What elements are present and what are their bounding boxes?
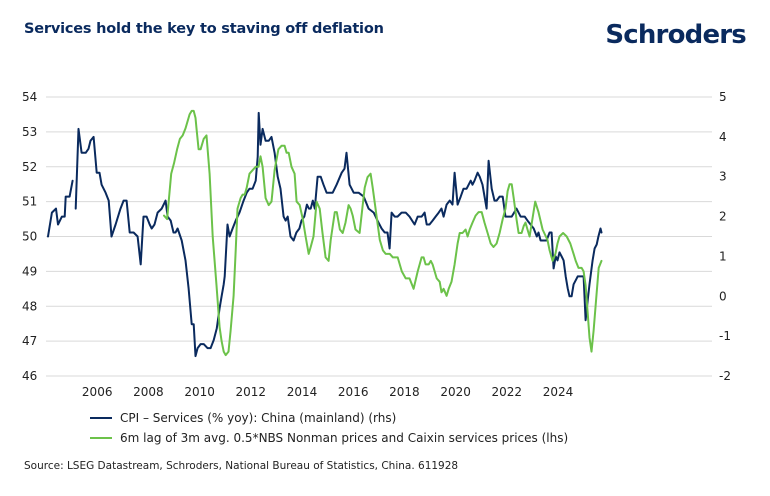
y-axis-left: 46 47 48 49 50 51 52 53 54 [22,90,37,383]
legend-swatch-green [90,436,112,440]
y-left-tick-label: 51 [22,195,37,209]
x-tick-label: 2018 [389,385,420,399]
y-axis-right: -2 -1 0 1 2 3 4 5 [719,90,731,383]
chart-title: Services hold the key to staving off def… [24,21,384,37]
y-left-tick-label: 46 [22,369,37,383]
y-right-tick-label: 3 [719,170,727,184]
x-tick-label: 2022 [492,385,523,399]
schroders-logo: Schroders [605,20,746,50]
y-left-tick-label: 47 [22,334,37,348]
y-left-tick-label: 49 [22,264,37,278]
series-line-nbs-caixin [163,109,603,357]
x-tick-label: 2006 [82,385,113,399]
x-tick-label: 2010 [184,385,215,399]
y-right-tick-label: 0 [719,289,727,303]
legend-item-nbs-caixin: 6m lag of 3m avg. 0.5*NBS Nonman prices … [90,428,568,448]
gridlines [46,96,712,377]
y-left-tick-label: 48 [22,299,37,313]
series-line-cpi-services [74,111,603,358]
series-lines [47,109,603,358]
y-right-tick-label: 4 [719,130,727,144]
y-left-tick-label: 53 [22,125,37,139]
legend-item-cpi-services: CPI – Services (% yoy): China (mainland)… [90,408,568,428]
y-right-tick-label: 2 [719,210,727,224]
legend-label: CPI – Services (% yoy): China (mainland)… [120,411,397,425]
source-note: Source: LSEG Datastream, Schroders, Nati… [24,460,459,472]
y-right-tick-label: -1 [719,329,731,343]
y-left-tick-label: 50 [22,230,37,244]
series-line-cpi-services [47,179,74,238]
x-tick-label: 2020 [440,385,471,399]
legend-label: 6m lag of 3m avg. 0.5*NBS Nonman prices … [120,431,569,445]
legend-swatch-navy [90,416,112,420]
y-right-tick-label: 1 [719,249,727,263]
x-tick-label: 2024 [543,385,574,399]
x-tick-label: 2012 [236,385,267,399]
y-left-tick-label: 54 [22,90,37,104]
y-right-tick-label: 5 [719,90,727,104]
x-tick-label: 2008 [133,385,164,399]
x-tick-label: 2016 [338,385,369,399]
y-left-tick-label: 52 [22,160,37,174]
x-axis: 2006 2008 2010 2012 2014 2016 2018 2020 2022 2024 [82,385,573,399]
x-tick-label: 2014 [287,385,318,399]
y-right-tick-label: -2 [719,369,731,383]
legend: CPI – Services (% yoy): China (mainland)… [90,408,568,448]
